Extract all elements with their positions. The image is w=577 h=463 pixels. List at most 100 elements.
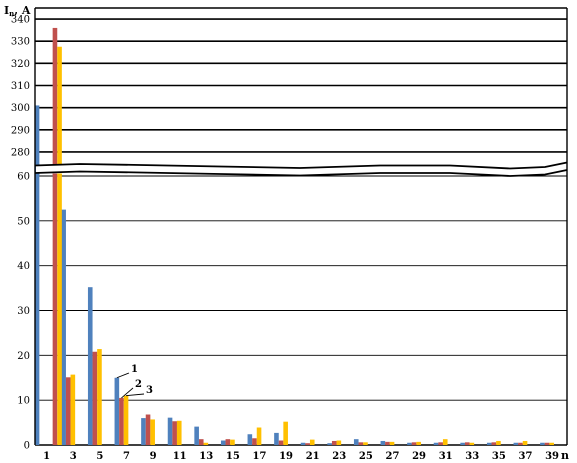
bar-series-3-n19 xyxy=(283,421,288,445)
series-callouts: 1 23 xyxy=(116,364,153,399)
bar-series-2-n29 xyxy=(411,442,417,445)
x-tick-15: 15 xyxy=(226,451,240,462)
bar-series-3-n2 xyxy=(57,164,62,445)
y-tick-upper-290: 290 xyxy=(11,125,30,136)
bar-series-3-n27 xyxy=(389,441,395,445)
bar-series-2-n13 xyxy=(198,439,204,445)
y-tick-upper-340: 340 xyxy=(11,15,30,26)
y-tick-lower-20: 20 xyxy=(17,351,30,362)
bar-series-3-n25 xyxy=(363,442,368,445)
bar-series-2-n37 xyxy=(518,442,523,445)
bar-series-1-n37 xyxy=(513,442,519,445)
bar-series-1-n5 xyxy=(87,287,93,445)
x-tick-19: 19 xyxy=(279,451,293,462)
bar-series-3-n29 xyxy=(416,441,421,445)
bar-series-1-n27 xyxy=(380,440,386,445)
x-tick-39: 39 xyxy=(545,451,559,462)
bar-series-1-n1 xyxy=(34,164,40,445)
bar-series-2-n33 xyxy=(464,442,470,445)
bar-series-1-n13 xyxy=(194,426,199,445)
bar-series-1-n19 xyxy=(274,432,279,445)
y-axis-label-unit: , A xyxy=(14,4,31,17)
bar-series-2-n23 xyxy=(331,440,337,445)
axis-break-line-bottom xyxy=(34,169,568,177)
y-axis-label-sub: n xyxy=(9,9,14,18)
bar-series-2-n9 xyxy=(145,414,151,445)
x-tick-3: 3 xyxy=(70,451,77,462)
x-tick-7: 7 xyxy=(123,451,130,462)
callout-leader-3 xyxy=(126,393,145,397)
bar-series-1-n29 xyxy=(407,442,412,445)
x-tick-5: 5 xyxy=(96,451,103,462)
x-tick-11: 11 xyxy=(173,451,187,462)
bar-series-2-n21 xyxy=(305,443,310,445)
bar-series-2-n2 xyxy=(52,164,58,445)
bar-series-3-n11 xyxy=(176,420,182,445)
bar-series-2-n27 xyxy=(385,441,390,445)
x-tick-33: 33 xyxy=(465,451,479,462)
x-tick-29: 29 xyxy=(412,451,426,462)
bar-series-2-n25 xyxy=(358,442,364,445)
bar-series-3-n31 xyxy=(442,439,448,445)
bar-series-1-n31 xyxy=(433,442,439,445)
bar-series-3-n7 xyxy=(123,395,129,445)
y-tick-lower-0: 0 xyxy=(24,441,30,452)
bar-series-2-n35 xyxy=(491,442,497,445)
y-tick-upper-310: 310 xyxy=(11,81,30,92)
y-tick-upper-280: 280 xyxy=(11,147,30,158)
bar-series-3-n33 xyxy=(469,442,475,445)
bar-series-1-n9 xyxy=(141,418,146,445)
bar-series-1-n7 xyxy=(114,377,120,445)
x-tick-labels: 1 3 5 7 9 11 13 15 17 19 21 23 25 27 29 31 33 35 37 39 xyxy=(43,451,559,462)
x-tick-23: 23 xyxy=(332,451,346,462)
bar-series-3-n15 xyxy=(230,439,235,445)
bar-series-3-n23 xyxy=(336,440,342,445)
axis-break-gap xyxy=(36,165,566,174)
y-tick-upper-330: 330 xyxy=(11,37,30,48)
y-tick-upper-320: 320 xyxy=(11,59,30,70)
x-axis-label: n xyxy=(561,449,569,462)
bar-series-2-n11 xyxy=(172,421,177,445)
bar-upper-series-3-n2 xyxy=(57,46,62,175)
callout-leader-1 xyxy=(116,372,130,379)
bar-series-2-n19 xyxy=(278,440,284,445)
x-tick-13: 13 xyxy=(199,451,213,462)
y-tick-lower-30: 30 xyxy=(17,306,30,317)
x-tick-1: 1 xyxy=(43,451,50,462)
bar-series-1-n35 xyxy=(486,442,492,445)
bar-series-2-n3 xyxy=(65,377,71,445)
plot-frame xyxy=(34,7,568,445)
bar-series-3-n39 xyxy=(549,442,554,445)
bar-series-3-n5 xyxy=(97,349,102,445)
x-tick-27: 27 xyxy=(385,451,399,462)
bar-series-3-n17 xyxy=(256,427,262,445)
bar-series-2-n5 xyxy=(92,351,98,445)
upper-gridlines xyxy=(35,18,567,153)
x-tick-35: 35 xyxy=(492,451,506,462)
bar-series-2-n39 xyxy=(544,442,550,445)
bar-series-3-n37 xyxy=(522,440,528,445)
bar-series-1-n25 xyxy=(353,439,359,445)
x-tick-9: 9 xyxy=(150,451,157,462)
bar-series-3-n3 xyxy=(70,374,76,445)
x-tick-37: 37 xyxy=(518,451,532,462)
bar-series-3-n9 xyxy=(150,419,155,445)
bar-series-1-n11 xyxy=(167,417,173,445)
bar-series-2-n17 xyxy=(252,438,257,445)
bar-series-3-n35 xyxy=(496,440,501,445)
axis-break-line-top xyxy=(34,161,568,170)
bar-series-2-n7 xyxy=(119,397,124,445)
bar-series-2-n15 xyxy=(225,439,231,445)
bar-series-1-n17 xyxy=(247,434,253,445)
y-tick-lower-50: 50 xyxy=(17,216,30,227)
y-tick-lower-40: 40 xyxy=(17,261,30,272)
callout-label-1: 1 xyxy=(131,364,138,375)
bar-upper-series-2-n2 xyxy=(52,27,58,175)
y-tick-labels: 280 290 300 310 320 330 340 0 10 20 30 40 50 60 xyxy=(11,15,30,452)
bar-series-3-n21 xyxy=(309,439,315,445)
bar-series-3-n13 xyxy=(203,442,209,445)
x-tick-21: 21 xyxy=(306,451,320,462)
callout-label-2: 2 xyxy=(135,379,142,390)
bar-series-1-n3 xyxy=(61,209,66,445)
